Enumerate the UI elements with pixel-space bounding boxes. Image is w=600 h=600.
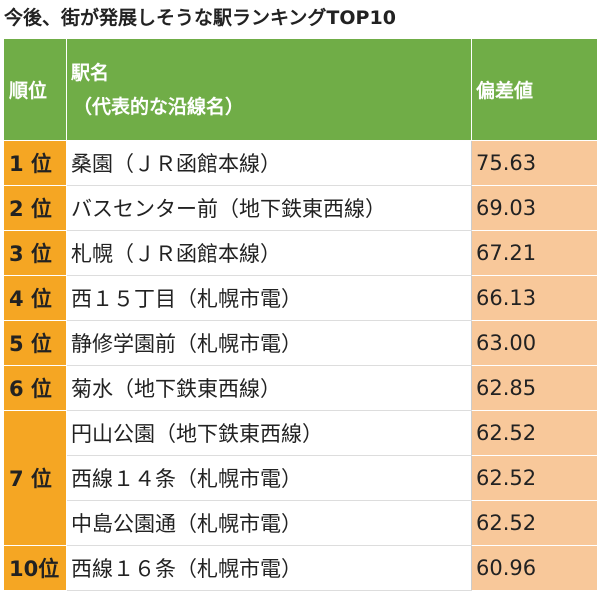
- table-row: 4 位 西１５丁目（札幌市電） 66.13: [3, 275, 598, 321]
- rank-cell: 6 位: [3, 365, 67, 411]
- station-cell: 静修学園前（札幌市電）: [66, 320, 472, 366]
- station-cell: 円山公園（地下鉄東西線）: [66, 410, 472, 456]
- table-row: 5 位 静修学園前（札幌市電） 63.00: [3, 320, 598, 366]
- rank-cell: 5 位: [3, 320, 67, 366]
- station-cell: 桑園（ＪＲ函館本線）: [66, 140, 472, 186]
- rank-cell: 4 位: [3, 275, 67, 321]
- station-cell: 札幌（ＪＲ函館本線）: [66, 230, 472, 276]
- header-station: 駅名 （代表的な沿線名）: [66, 38, 472, 141]
- table-row: 1 位 桑園（ＪＲ函館本線） 75.63: [3, 140, 598, 186]
- value-cell: 60.96: [471, 545, 598, 591]
- value-cell: 67.21: [471, 230, 598, 276]
- value-cell: 62.52: [471, 500, 598, 546]
- value-cell: 75.63: [471, 140, 598, 186]
- value-cell: 66.13: [471, 275, 598, 321]
- header-rank: 順位: [3, 38, 67, 141]
- header-station-label: 駅名: [71, 61, 110, 84]
- table-row: 10位 西線１６条（札幌市電） 60.96: [3, 545, 598, 591]
- header-value: 偏差値: [471, 38, 598, 141]
- rank-cell: 3 位: [3, 230, 67, 276]
- station-cell: 菊水（地下鉄東西線）: [66, 365, 472, 411]
- rank-cell: 1 位: [3, 140, 67, 186]
- station-cell: 中島公園通（札幌市電）: [66, 500, 472, 546]
- table-header-row: 順位 駅名 （代表的な沿線名） 偏差値: [3, 38, 598, 141]
- value-cell: 62.52: [471, 455, 598, 501]
- station-cell: バスセンター前（地下鉄東西線）: [66, 185, 472, 231]
- value-cell: 63.00: [471, 320, 598, 366]
- table-row: 7 位 円山公園（地下鉄東西線） 62.52: [3, 410, 598, 546]
- value-cell: 62.85: [471, 365, 598, 411]
- rank-cell: 7 位: [3, 410, 67, 546]
- table-row: 西線１４条（札幌市電） 62.52: [4, 455, 598, 501]
- station-cell: 西線１４条（札幌市電）: [66, 455, 472, 501]
- rank-cell: 2 位: [3, 185, 67, 231]
- table-row: 6 位 菊水（地下鉄東西線） 62.85: [3, 365, 598, 411]
- rank-cell: 10位: [3, 545, 67, 591]
- value-cell: 69.03: [471, 185, 598, 231]
- table-row: 中島公園通（札幌市電） 62.52: [4, 500, 598, 546]
- table-row: 2 位 バスセンター前（地下鉄東西線） 69.03: [3, 185, 598, 231]
- table-row: 3 位 札幌（ＪＲ函館本線） 67.21: [3, 230, 598, 276]
- ranking-table: 順位 駅名 （代表的な沿線名） 偏差値 1 位 桑園（ＪＲ函館本線） 75.63…: [3, 38, 598, 591]
- header-station-sub: （代表的な沿線名）: [73, 95, 245, 118]
- station-cell: 西線１６条（札幌市電）: [66, 545, 472, 591]
- value-cell: 62.52: [471, 410, 598, 456]
- page-title: 今後、街が発展しそうな駅ランキングTOP10: [4, 7, 396, 29]
- station-cell: 西１５丁目（札幌市電）: [66, 275, 472, 321]
